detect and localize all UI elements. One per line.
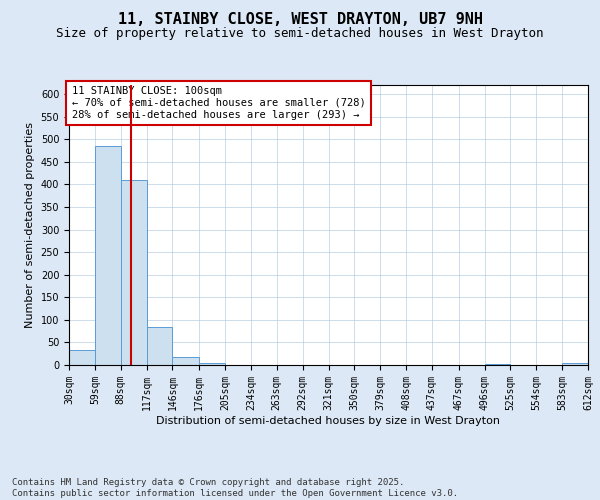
Bar bbox=[199, 362, 225, 365]
Text: 11, STAINBY CLOSE, WEST DRAYTON, UB7 9NH: 11, STAINBY CLOSE, WEST DRAYTON, UB7 9NH bbox=[118, 12, 482, 28]
Bar bbox=[485, 364, 511, 365]
Bar bbox=[172, 357, 199, 365]
Y-axis label: Number of semi-detached properties: Number of semi-detached properties bbox=[25, 122, 35, 328]
Text: Contains HM Land Registry data © Crown copyright and database right 2025.
Contai: Contains HM Land Registry data © Crown c… bbox=[12, 478, 458, 498]
Text: Size of property relative to semi-detached houses in West Drayton: Size of property relative to semi-detach… bbox=[56, 28, 544, 40]
Bar bbox=[562, 363, 588, 365]
Bar bbox=[146, 326, 172, 365]
Text: 11 STAINBY CLOSE: 100sqm
← 70% of semi-detached houses are smaller (728)
28% of : 11 STAINBY CLOSE: 100sqm ← 70% of semi-d… bbox=[71, 86, 365, 120]
Bar bbox=[69, 350, 95, 365]
Bar bbox=[121, 180, 146, 365]
X-axis label: Distribution of semi-detached houses by size in West Drayton: Distribution of semi-detached houses by … bbox=[157, 416, 500, 426]
Bar bbox=[95, 146, 121, 365]
